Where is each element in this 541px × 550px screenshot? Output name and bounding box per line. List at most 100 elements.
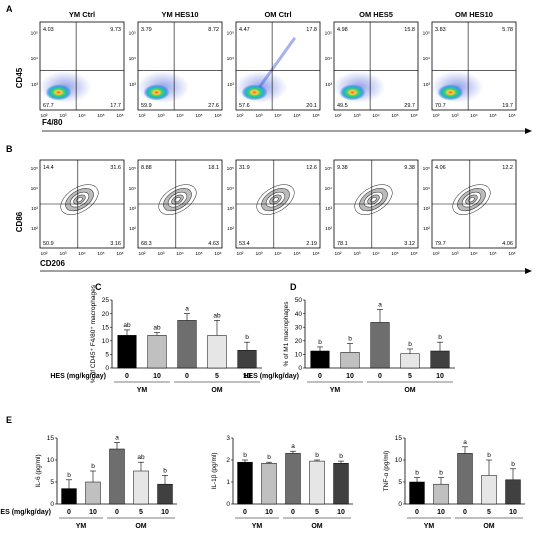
flow-x-tick: 10² [41, 113, 48, 119]
flow-y-tick: 10⁴ [129, 186, 136, 192]
flow-x-tick: 10⁴ [470, 251, 477, 257]
significance-letter: b [318, 339, 322, 346]
y-tick-label: 25 [102, 297, 110, 304]
flow-x-tick: 10⁵ [489, 113, 496, 119]
significance-letter: b [245, 334, 249, 341]
quadrant-value: 53.4 [239, 241, 250, 247]
bar-chart: 0 5 10 15 20 25 % of CD45⁺ F4/80⁺ macrophages a… [50, 284, 262, 394]
flow-y-tick: 10⁴ [227, 186, 234, 192]
flow-y-tick: 10⁵ [325, 30, 332, 36]
flow-y-tick: 10⁴ [423, 56, 430, 62]
quadrant-value: 4.06 [502, 241, 513, 247]
quadrant-value: 5.78 [502, 27, 513, 33]
category-label: 0 [243, 509, 247, 516]
flow-plot: OM HES5 4.98 15.8 49.5 29.7 10³ 10⁴ 10⁵ 10² 10³ 10… [325, 10, 419, 119]
flow-y-tick: 10³ [31, 206, 38, 212]
quadrant-value: 78.1 [337, 241, 348, 247]
flow-x-tick: 10³ [60, 113, 67, 119]
quadrant-value: 79.7 [435, 241, 446, 247]
bar [261, 463, 277, 505]
quadrant-value: 9.73 [110, 27, 121, 33]
category-label: 0 [185, 373, 189, 380]
quadrant-value: 12.6 [306, 165, 317, 171]
quadrant-value: 67.7 [43, 103, 54, 109]
y-tick-label: 0 [398, 501, 402, 508]
flow-y-tick: 10⁵ [129, 30, 136, 36]
x-axis-label: HES (mg/kg/day) [50, 373, 106, 380]
flow-x-tick: 10² [433, 251, 440, 257]
group-label: YM [252, 523, 263, 530]
group-label: OM [211, 387, 222, 394]
flow-x-tick: 10⁶ [410, 113, 417, 119]
flow-y-tick: 10² [423, 226, 430, 232]
category-label: 10 [436, 373, 444, 380]
y-tick-label: 15 [102, 324, 110, 331]
flow-x-tick: 10² [335, 113, 342, 119]
flow-x-tick: 10² [41, 251, 48, 257]
significance-letter: b [348, 336, 352, 343]
flow-x-tick: 10⁴ [176, 113, 183, 119]
category-label: 5 [139, 509, 143, 516]
flow-x-tick: 10⁵ [293, 113, 300, 119]
significance-letter: ab [213, 312, 221, 319]
dot-density [241, 84, 268, 101]
group-label: YM [330, 387, 341, 394]
bar [309, 460, 325, 505]
group-label: YM [424, 523, 435, 530]
significance-letter: a [185, 306, 189, 313]
flow-y-tick: 10³ [325, 206, 332, 212]
dot-density [339, 84, 366, 101]
bar [340, 352, 360, 369]
significance-letter: b [67, 472, 71, 479]
category-label: 10 [153, 373, 161, 380]
category-label: 0 [463, 509, 467, 516]
flow-y-tick: 10⁴ [31, 186, 38, 192]
significance-letter: ab [137, 454, 145, 461]
bar [430, 350, 450, 369]
category-label: 0 [67, 509, 71, 516]
flow-plot: 4.06 12.2 79.7 4.06 10² 10³ 10⁴ 10⁵ 10² 10³ 10⁴ 10⁵… [423, 159, 517, 257]
flow-y-tick: 10⁴ [129, 56, 136, 62]
category-label: 5 [487, 509, 491, 516]
bar [237, 461, 253, 505]
flow-x-tick: 10³ [354, 113, 361, 119]
flow-x-tick: 10⁵ [391, 251, 398, 257]
bar [237, 350, 257, 369]
flow-plot: OM HES10 3.83 5.78 70.7 19.7 10³ 10⁴ 10⁵ 10² 10³ 1… [423, 10, 517, 119]
y-axis-label: TNF-α (pg/ml) [383, 451, 390, 492]
dot-diagonal [258, 36, 297, 88]
quadrant-value: 3.16 [110, 241, 121, 247]
flow-x-tick: 10⁶ [508, 251, 515, 257]
y-tick-label: 15 [47, 435, 55, 442]
y-axis-label: IL-1β (pg/ml) [211, 453, 218, 490]
category-label: 5 [215, 373, 219, 380]
category-label: 10 [89, 509, 97, 516]
flow-x-tick: 10³ [354, 251, 361, 257]
flow-a-arrowhead [525, 128, 532, 134]
bar [207, 335, 227, 369]
group-label: OM [404, 387, 415, 394]
significance-letter: b [438, 334, 442, 341]
significance-letter: a [378, 302, 382, 309]
bar [310, 350, 330, 369]
category-label: 10 [437, 509, 445, 516]
bar [409, 481, 425, 505]
category-label: 0 [415, 509, 419, 516]
quadrant-value: 8.72 [208, 27, 219, 33]
flow-x-tick: 10² [139, 113, 146, 119]
flow-y-tick: 10⁵ [227, 30, 234, 36]
flow-x-tick: 10² [335, 251, 342, 257]
category-label: 10 [337, 509, 345, 516]
significance-letter: ab [123, 322, 131, 329]
category-label: 10 [265, 509, 273, 516]
flow-x-tick: 10⁵ [97, 113, 104, 119]
significance-letter: b [339, 453, 343, 460]
significance-letter: a [463, 439, 467, 446]
y-tick-label: 0 [50, 501, 54, 508]
flow-plot-title: YM HES10 [161, 10, 198, 19]
bar [117, 335, 137, 369]
y-tick-label: 20 [295, 338, 303, 345]
significance-letter: b [91, 463, 95, 470]
quadrant-value: 4.03 [43, 27, 54, 33]
